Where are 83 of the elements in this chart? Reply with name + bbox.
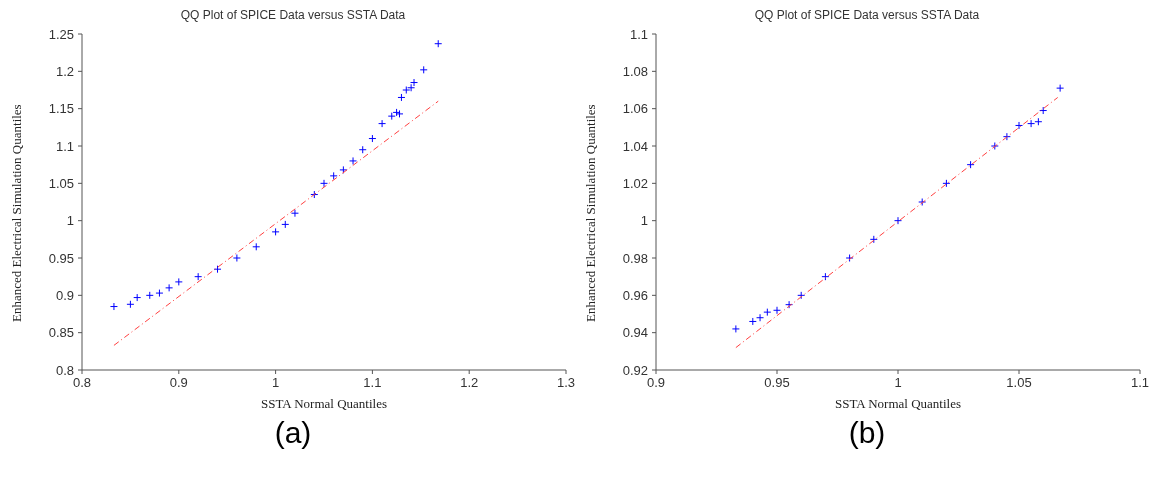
point (349, 156, 358, 165)
point (397, 93, 406, 102)
point (368, 134, 377, 143)
y-tick-label: 1.06 (622, 101, 648, 117)
y-tick-label: 1.1 (629, 26, 648, 42)
x-tick-label: 1 (894, 375, 902, 391)
x-tick-label: 0.95 (764, 375, 790, 391)
point (358, 145, 367, 154)
point (748, 317, 757, 326)
point (918, 198, 927, 206)
point (434, 39, 443, 48)
y-tick-label: 0.94 (622, 325, 648, 341)
point (126, 300, 135, 309)
point (407, 83, 416, 92)
point (281, 220, 290, 229)
point (232, 254, 241, 262)
point (1056, 84, 1065, 93)
point (320, 179, 328, 188)
y-tick-label: 1 (66, 213, 74, 229)
y-axis-title: Enhanced Electrical Simulation Quantiles (8, 104, 24, 322)
y-tick-label: 0.92 (622, 362, 648, 378)
point (1002, 132, 1011, 141)
point (763, 308, 772, 317)
x-tick-label: 1.1 (1130, 375, 1150, 391)
x-tick-label: 0.9 (646, 375, 666, 391)
y-axis-title: Enhanced Electrical Simulation Quantiles (582, 104, 598, 322)
point (133, 293, 142, 302)
y-tick-label: 1.04 (622, 138, 648, 154)
y-tick-label: 1.02 (622, 175, 648, 191)
y-tick-label: 0.96 (622, 287, 648, 303)
point (1015, 121, 1023, 130)
point (990, 142, 999, 150)
point (378, 119, 387, 128)
y-tick-label: 0.95 (48, 250, 74, 266)
point (966, 160, 975, 169)
point (1027, 119, 1036, 128)
chart-title: QQ Plot of SPICE Data versus SSTA Data (753, 8, 981, 24)
point (419, 65, 428, 74)
text: (b) (847, 416, 887, 450)
point (731, 324, 740, 333)
point (290, 209, 299, 218)
x-axis-title: SSTA Normal Quantiles (834, 396, 962, 411)
y-tick-label: 0.85 (48, 325, 74, 341)
x-tick-label: 1.2 (460, 375, 479, 391)
point (271, 227, 280, 236)
point (109, 302, 118, 311)
y-tick-label: 0.8 (55, 362, 74, 378)
chart-title: QQ Plot of SPICE Data versus SSTA Data (179, 8, 407, 24)
y-tick-label: 1.08 (622, 63, 648, 79)
y-tick-label: 1.05 (48, 175, 74, 191)
point (402, 86, 411, 94)
x-tick-label: 0.8 (72, 375, 92, 391)
point (165, 283, 174, 292)
point (1034, 117, 1043, 126)
point (145, 291, 154, 300)
point (845, 254, 854, 262)
y-tick-label: 1.2 (55, 63, 74, 79)
point (194, 272, 203, 281)
text: (a) (273, 416, 313, 450)
point (785, 300, 794, 309)
point (942, 179, 951, 188)
point (773, 306, 781, 315)
x-axis-title: SSTA Normal Quantiles (260, 396, 388, 411)
x-tick-label: 0.9 (169, 375, 188, 391)
y-tick-label: 0.9 (55, 287, 74, 303)
x-tick-label: 1.1 (363, 375, 382, 391)
point (329, 171, 338, 180)
y-tick-label: 1.25 (48, 26, 74, 42)
point (252, 242, 261, 251)
point (894, 216, 902, 225)
point (756, 313, 765, 322)
point (339, 165, 348, 174)
x-tick-label: 1 (271, 375, 280, 391)
point (155, 289, 164, 298)
y-tick-label: 1.1 (55, 138, 74, 154)
point (174, 277, 183, 286)
point (387, 112, 396, 121)
point (410, 78, 419, 87)
x-tick-label: 1.05 (1006, 375, 1032, 391)
y-tick-label: 0.98 (622, 250, 648, 266)
x-tick-label: 1.3 (556, 375, 576, 391)
y-tick-label: 1.15 (48, 101, 74, 117)
y-tick-label: 1 (640, 213, 648, 229)
